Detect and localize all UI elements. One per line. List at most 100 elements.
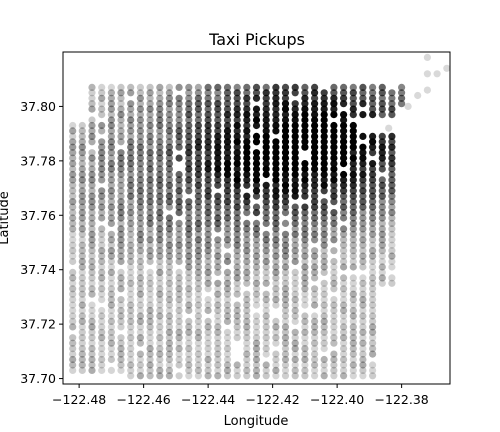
- data-point: [311, 323, 319, 331]
- data-point: [233, 312, 241, 320]
- data-point: [127, 274, 135, 282]
- data-point: [233, 323, 241, 331]
- data-point: [117, 89, 125, 97]
- data-point: [98, 252, 106, 260]
- data-point: [223, 345, 232, 353]
- data-point: [156, 219, 164, 227]
- data-point: [311, 225, 319, 233]
- data-point: [78, 149, 86, 157]
- data-point: [291, 306, 299, 315]
- data-point: [175, 301, 183, 309]
- data-point: [136, 366, 144, 374]
- data-point: [107, 219, 115, 227]
- data-point: [146, 301, 154, 309]
- data-point: [281, 121, 290, 130]
- data-point: [98, 127, 106, 135]
- data-point: [340, 116, 348, 124]
- data-point: [320, 372, 328, 380]
- data-point: [107, 203, 115, 211]
- data-point: [349, 89, 357, 97]
- data-point: [223, 214, 232, 222]
- data-point: [388, 209, 396, 217]
- data-point: [388, 160, 396, 168]
- data-point: [156, 94, 164, 102]
- data-point: [388, 187, 396, 195]
- data-point: [223, 170, 232, 179]
- data-point: [369, 165, 377, 173]
- data-point: [340, 317, 348, 325]
- data-point: [127, 214, 135, 222]
- data-point: [194, 149, 202, 157]
- data-point: [88, 247, 96, 255]
- data-point: [349, 225, 357, 233]
- data-point: [233, 219, 241, 227]
- data-point: [311, 274, 319, 282]
- data-point: [330, 328, 338, 336]
- data-point: [194, 296, 202, 304]
- data-point: [262, 160, 270, 168]
- data-point: [136, 301, 144, 309]
- data-point: [88, 127, 96, 135]
- x-axis-label: Longitude: [224, 414, 289, 429]
- data-point: [127, 192, 135, 200]
- data-point: [423, 70, 431, 78]
- data-point: [301, 345, 309, 353]
- data-point: [223, 339, 232, 347]
- data-point: [330, 121, 338, 130]
- data-point: [291, 127, 299, 135]
- data-point: [369, 187, 377, 195]
- data-point: [136, 176, 144, 184]
- data-point: [233, 198, 241, 206]
- data-point: [175, 345, 183, 353]
- data-point: [272, 187, 280, 195]
- data-point: [388, 89, 396, 97]
- data-point: [233, 138, 241, 146]
- data-point: [136, 214, 144, 222]
- data-point: [204, 132, 212, 140]
- data-point: [117, 116, 125, 124]
- data-point: [88, 328, 96, 336]
- data-point: [243, 279, 251, 287]
- data-point: [262, 372, 270, 380]
- data-point: [320, 121, 328, 130]
- data-point: [378, 268, 386, 276]
- data-point: [349, 176, 357, 184]
- data-point: [243, 290, 251, 298]
- data-point: [262, 279, 270, 287]
- data-point: [223, 121, 232, 130]
- data-point: [98, 328, 106, 336]
- data-point: [301, 89, 309, 97]
- data-point: [175, 290, 183, 298]
- data-point: [117, 225, 125, 233]
- data-point: [69, 219, 77, 227]
- data-point: [98, 268, 106, 276]
- data-point: [233, 94, 241, 102]
- data-point: [388, 236, 396, 244]
- data-point: [281, 345, 290, 353]
- data-point: [185, 121, 193, 130]
- data-point: [311, 345, 319, 353]
- data-point: [185, 268, 193, 276]
- data-point: [349, 323, 357, 331]
- data-point: [117, 252, 125, 260]
- data-point: [320, 219, 328, 227]
- data-point: [388, 230, 396, 238]
- data-point: [243, 192, 251, 200]
- data-point: [349, 361, 357, 369]
- data-point: [98, 257, 106, 266]
- data-point: [194, 339, 202, 347]
- data-point: [185, 214, 193, 222]
- data-point: [359, 132, 367, 140]
- data-point: [320, 225, 328, 233]
- data-point: [117, 285, 125, 293]
- data-point: [281, 252, 290, 260]
- data-point: [359, 187, 367, 195]
- data-point: [301, 187, 309, 195]
- data-point: [204, 241, 212, 249]
- data-point: [262, 274, 270, 282]
- data-point: [301, 372, 309, 380]
- data-point: [262, 138, 270, 146]
- data-point: [388, 252, 396, 260]
- data-point: [146, 268, 154, 276]
- data-point: [204, 143, 212, 151]
